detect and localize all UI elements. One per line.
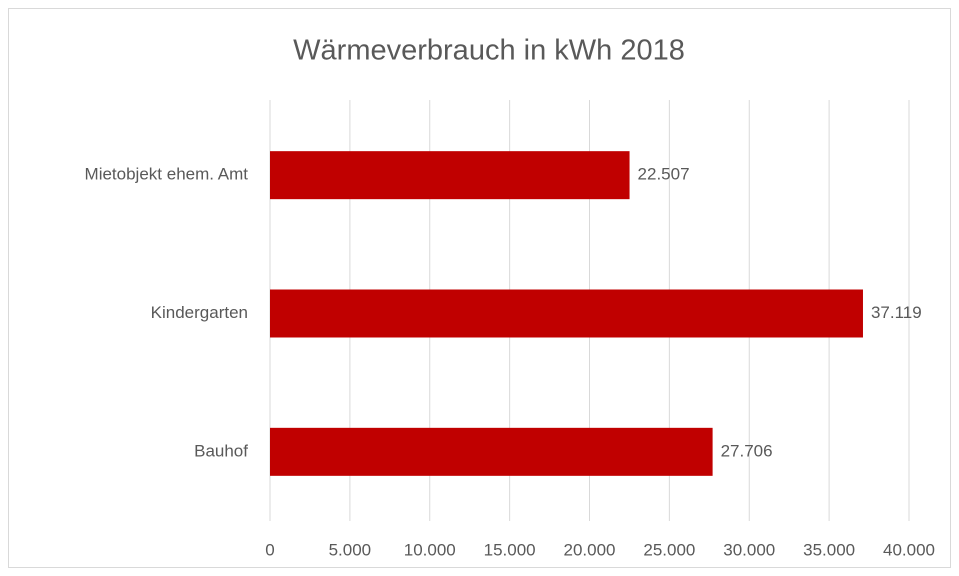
data-label: 22.507 xyxy=(638,165,690,184)
y-tick-label: Kindergarten xyxy=(151,303,248,322)
bar xyxy=(270,151,630,200)
x-tick-label: 0 xyxy=(265,540,274,559)
x-tick-label: 5.000 xyxy=(329,540,372,559)
data-label: 37.119 xyxy=(871,303,922,322)
y-tick-label: Mietobjekt ehem. Amt xyxy=(85,165,249,184)
y-tick-label: Bauhof xyxy=(194,441,248,460)
x-tick-label: 15.000 xyxy=(484,540,536,559)
chart-frame xyxy=(8,8,951,568)
chart-title: Wärmeverbrauch in kWh 2018 xyxy=(293,35,685,67)
x-tick-label: 10.000 xyxy=(404,540,456,559)
x-tick-label: 35.000 xyxy=(803,540,855,559)
x-tick-label: 30.000 xyxy=(723,540,775,559)
bar xyxy=(270,427,713,476)
bar xyxy=(270,289,863,338)
x-tick-label: 40.000 xyxy=(883,540,935,559)
data-label: 27.706 xyxy=(721,441,773,460)
x-tick-label: 20.000 xyxy=(564,540,616,559)
x-tick-label: 25.000 xyxy=(643,540,695,559)
